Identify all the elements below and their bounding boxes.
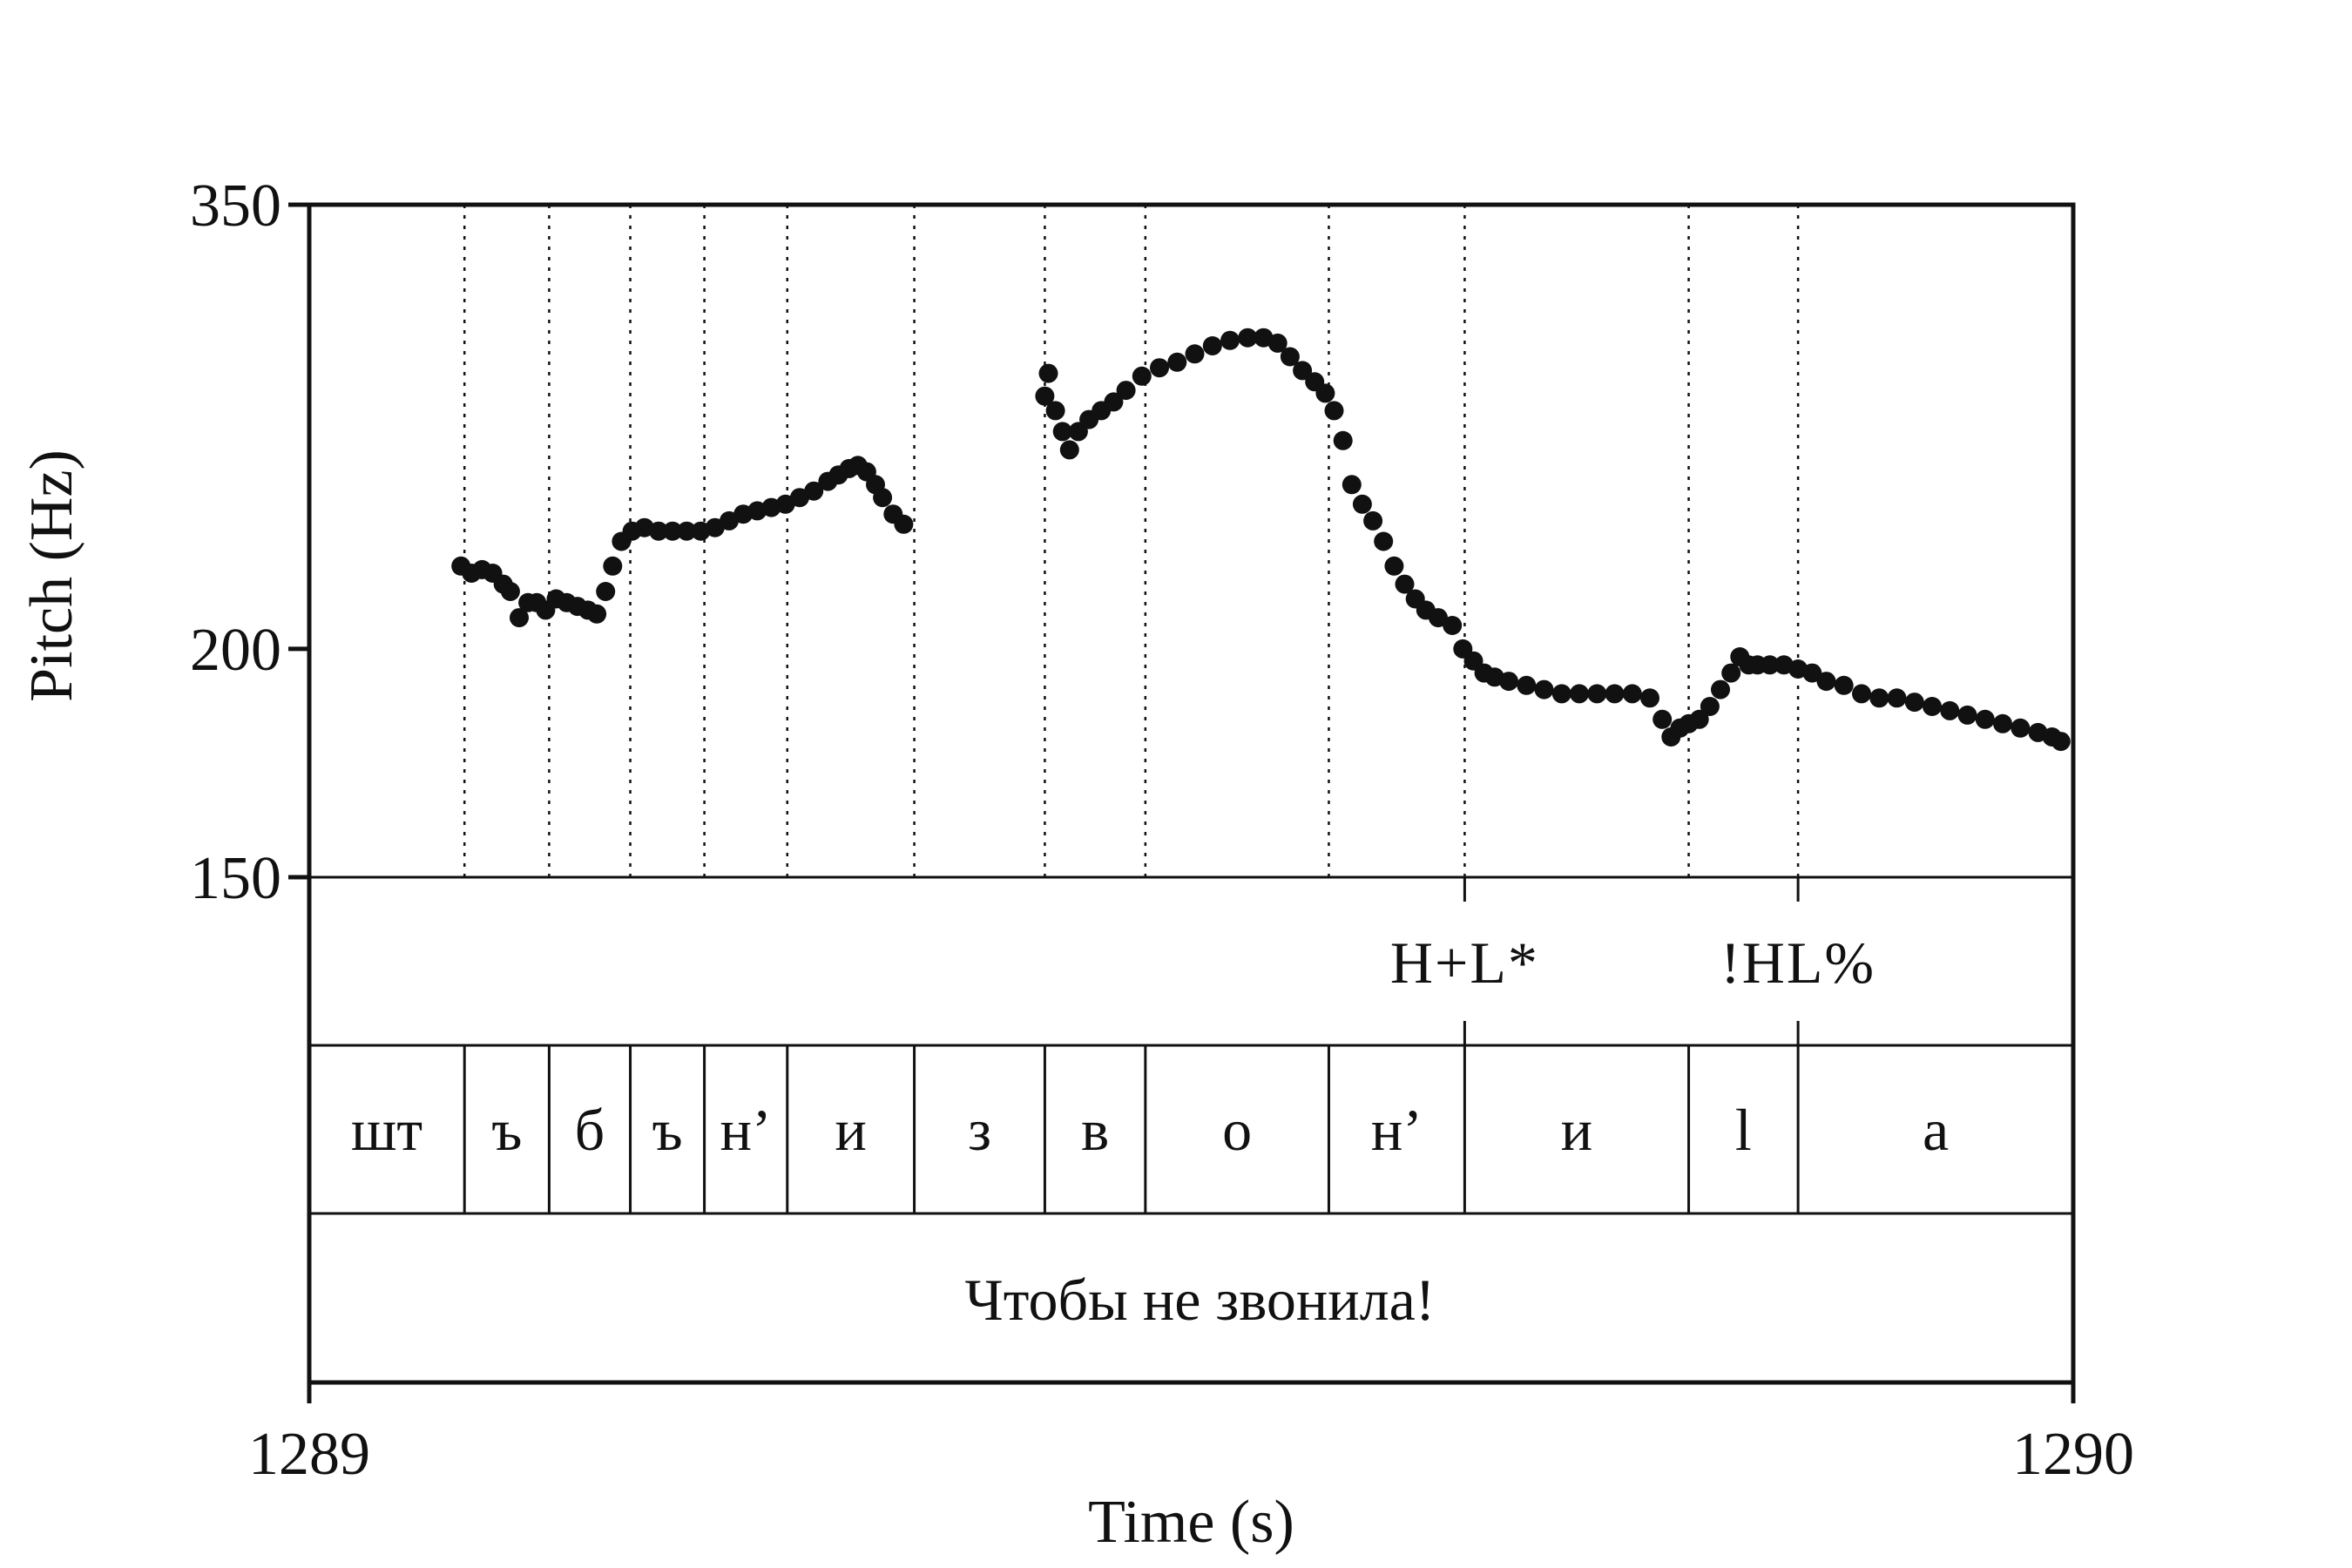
pitch-point [1363,510,1383,531]
pitch-points-layer [451,328,2071,752]
segment-label: l [1735,1097,1752,1163]
segment-label: в [1081,1097,1109,1163]
pitch-point [1605,684,1625,704]
pitch-point [1333,430,1353,450]
x-tick-label: 1290 [2012,1421,2134,1488]
pitch-point [677,521,697,541]
pitch-point [1429,608,1448,628]
chart-frame [307,202,2076,1385]
pitch-point [1280,347,1300,367]
segment-label: о [1222,1097,1252,1163]
segment-label: шт [351,1097,422,1163]
pitch-point [1395,574,1415,594]
pitch-point [1324,401,1344,421]
segment-label: б [575,1097,605,1163]
pitch-point [1267,333,1288,353]
pitch-point [1443,616,1463,635]
x-tick-label: 1289 [248,1421,370,1488]
pitch-point [1587,684,1607,704]
pitch-point [603,556,623,576]
pitch-point [500,582,520,601]
tone-label: H+L* [1390,929,1539,996]
pitch-point [1816,672,1836,692]
pitch-point [1700,697,1720,716]
pitch-point [1315,383,1335,403]
pitch-point [1802,663,1822,683]
x-axis-title: Time (s) [1088,1489,1294,1556]
segment-label: н’ [1371,1097,1423,1163]
pitch-point [1923,697,1942,716]
pitch-point [1202,336,1222,355]
pitch-point [873,488,893,508]
pitch-point [1059,440,1079,460]
pitch-point [1352,494,1372,514]
segment-label: и [835,1097,866,1163]
pitch-point [1689,709,1709,729]
segment-label: ъ [652,1097,682,1163]
y-tick-label: 150 [190,845,281,912]
pitch-point [663,521,683,541]
pitch-point [1104,392,1124,412]
pitch-point [1116,381,1136,401]
pitch-point [1132,366,1152,386]
pitch-point [1869,688,1889,708]
y-axis-title: Pitch (Hz) [18,449,85,702]
pitch-point [1374,531,1394,551]
pitch-point [1534,679,1554,700]
tone-label: !HL% [1720,929,1876,996]
frame-layer [288,202,2076,1403]
pitch-point [1517,675,1537,695]
segment-label: н’ [720,1097,772,1163]
pitch-point [649,521,668,541]
pitch-point [1342,475,1362,495]
segment-label: ъ [491,1097,522,1163]
pitch-point [775,494,795,514]
pitch-point [2011,718,2031,738]
segment-label: и [1561,1097,1592,1163]
pitch-point [1887,688,1907,708]
pitch-point [1760,655,1780,675]
pitch-point [1570,684,1589,704]
pitch-point [1652,709,1673,729]
pitch-point [1150,358,1169,378]
pitch-point [1721,663,1741,683]
labels-layer: 350 200 150 1289 1290 Time (s) Pitch (Hz) H+L*!… [18,172,2134,1556]
y-tick-label: 350 [190,172,281,240]
pitch-point [804,481,824,501]
pitch-point [1038,363,1058,383]
pitch-point [1045,401,1065,421]
pitch-point [1993,713,2012,733]
pitch-point [587,604,607,624]
pitch-point [1940,700,1960,720]
pitch-point [1167,352,1187,372]
pitch-point [1834,675,1854,695]
pitch-point [1622,684,1642,704]
pitch-point [2051,732,2071,752]
segment-label: з [968,1097,991,1163]
pitch-point [1551,684,1571,704]
pitch-point [1975,709,1995,729]
y-tick-label: 200 [190,617,281,684]
pitch-point [510,608,529,628]
pitch-point [1852,684,1871,704]
pitch-point [1499,672,1518,692]
pitch-point [1957,705,1977,725]
pitch-point [1185,344,1205,364]
pitch-point [1052,422,1072,442]
pitch-point [1640,688,1659,708]
pitch-point [1035,386,1055,406]
pitch-point [1238,328,1258,348]
segment-label: а [1923,1097,1949,1163]
pitch-point [1384,556,1404,576]
pitch-point [1293,361,1313,381]
phrase-label: Чтобы не звонила! [965,1267,1436,1333]
pitch-point [596,582,616,601]
pitch-point [1220,330,1240,350]
pitch-point [1904,693,1924,713]
pitch-point [894,514,914,534]
pitch-point [1711,679,1730,700]
